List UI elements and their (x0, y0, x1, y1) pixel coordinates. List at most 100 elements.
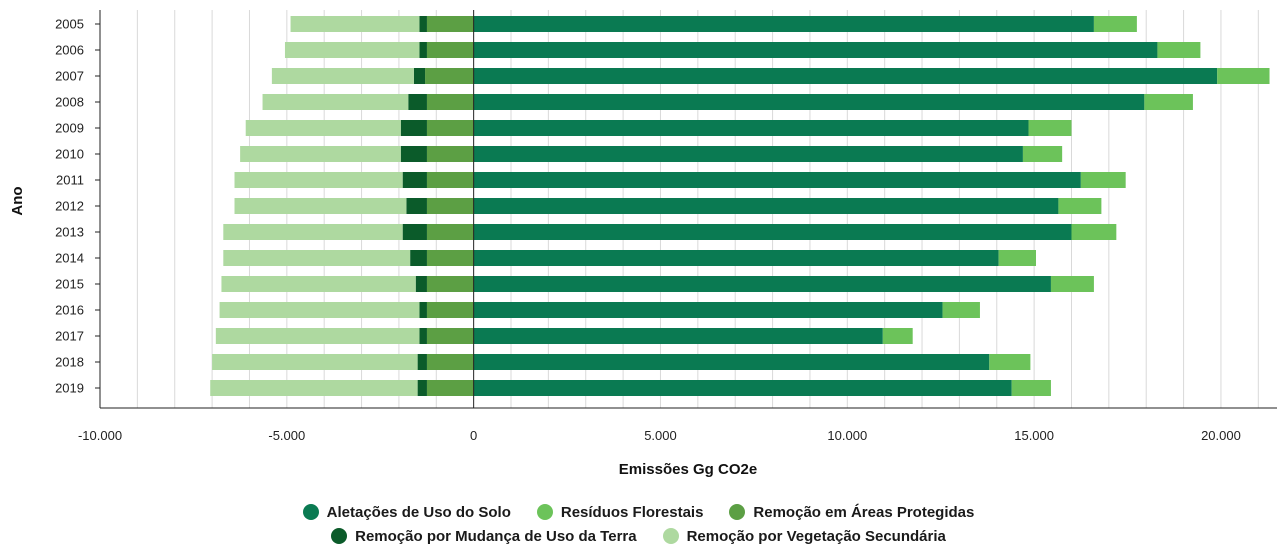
bar-2010-series-4 (240, 146, 401, 162)
bar-2016-series-4 (219, 302, 420, 318)
bar-2010-series-0 (473, 146, 1023, 162)
bar-2019-series-4 (210, 380, 418, 396)
bar-2008-series-4 (262, 94, 409, 110)
bar-2007-series-0 (473, 68, 1218, 84)
bar-2012-series-1 (1058, 198, 1102, 214)
bar-2013-series-2 (426, 224, 474, 240)
legend-label-areas-protegidas: Remoção em Áreas Protegidas (753, 503, 975, 521)
bar-2017-series-3 (419, 328, 427, 344)
bar-2014-series-0 (473, 250, 999, 266)
legend-swatch-aletacoes (302, 504, 319, 520)
bar-2014-series-3 (410, 250, 427, 266)
bar-2013-series-4 (223, 224, 403, 240)
legend-row-1: Aletações de Uso do Solo Resíduos Flores… (0, 500, 1277, 524)
x-tick-label: -10.000 (78, 428, 122, 443)
bar-2015-series-0 (473, 276, 1051, 292)
bars (210, 16, 1270, 396)
bar-2016-series-0 (473, 302, 943, 318)
bar-2007-series-4 (271, 68, 414, 84)
bar-2019-series-0 (473, 380, 1012, 396)
axes (95, 10, 1277, 409)
bar-2011-series-0 (473, 172, 1081, 188)
bar-2008-series-3 (408, 94, 427, 110)
legend-swatch-vegetacao-secundaria (662, 528, 679, 544)
y-tick-label: 2015 (55, 277, 84, 292)
bar-2012-series-0 (473, 198, 1059, 214)
bar-2015-series-4 (221, 276, 416, 292)
bar-2019-series-1 (1011, 380, 1051, 396)
x-tick-label: 5.000 (644, 428, 677, 443)
y-tick-label: 2008 (55, 95, 84, 110)
x-axis-title: Emissões Gg CO2e (619, 461, 757, 478)
bar-2015-series-1 (1050, 276, 1094, 292)
bar-2006-series-4 (284, 42, 420, 58)
bar-2017-series-2 (426, 328, 474, 344)
bar-2012-series-4 (234, 198, 407, 214)
bar-2009-series-1 (1028, 120, 1072, 136)
legend-item-vegetacao-secundaria: Remoção por Vegetação Secundária (662, 527, 946, 545)
legend: Aletações de Uso do Solo Resíduos Flores… (0, 500, 1277, 548)
bar-2005-series-3 (419, 16, 427, 32)
bar-2015-series-2 (426, 276, 474, 292)
x-tick-label: 10.000 (827, 428, 867, 443)
bar-2006-series-3 (419, 42, 427, 58)
bar-2013-series-1 (1071, 224, 1117, 240)
bar-2006-series-2 (426, 42, 474, 58)
bar-2015-series-3 (415, 276, 427, 292)
bar-2007-series-1 (1217, 68, 1270, 84)
x-tick-label: 0 (470, 428, 477, 443)
bar-2009-series-0 (473, 120, 1029, 136)
legend-item-residuos: Resíduos Florestais (536, 503, 704, 521)
legend-item-areas-protegidas: Remoção em Áreas Protegidas (729, 504, 974, 521)
bar-2005-series-0 (473, 16, 1094, 32)
legend-item-aletacoes: Aletações de Uso do Solo (302, 503, 511, 521)
bar-2005-series-2 (426, 16, 474, 32)
y-tick-label: 2013 (55, 225, 84, 240)
y-tick-label: 2005 (55, 17, 84, 32)
bar-2009-series-2 (426, 120, 474, 136)
bar-2018-series-0 (473, 354, 990, 370)
legend-swatch-mudanca-uso (331, 528, 348, 544)
x-tick-label: 20.000 (1201, 428, 1241, 443)
bar-2017-series-4 (215, 328, 420, 344)
bar-2013-series-3 (402, 224, 427, 240)
bar-2019-series-2 (426, 380, 474, 396)
x-tick-label: -5.000 (268, 428, 305, 443)
x-tick-labels: -10.000 -5.000 0 5.000 10.000 15.000 20.000 (78, 428, 1241, 443)
legend-label-residuos: Resíduos Florestais (560, 503, 704, 521)
bar-2014-series-2 (426, 250, 474, 266)
y-tick-labels: 2005 2006 2007 2008 2009 2010 2011 2012 2013 2014… (55, 17, 84, 396)
bar-2007-series-3 (413, 68, 426, 84)
y-tick-label: 2007 (55, 69, 84, 84)
bar-2005-series-1 (1093, 16, 1137, 32)
bar-2017-series-0 (473, 328, 883, 344)
y-axis-title: Ano (9, 186, 26, 215)
bar-2009-series-3 (400, 120, 427, 136)
legend-label-vegetacao-secundaria: Remoção por Vegetação Secundária (686, 527, 946, 545)
bar-2009-series-4 (245, 120, 401, 136)
bar-2012-series-2 (426, 198, 474, 214)
legend-label-aletacoes: Aletações de Uso do Solo (326, 503, 511, 521)
bar-2016-series-3 (419, 302, 427, 318)
bar-2010-series-2 (426, 146, 474, 162)
y-tick-label: 2012 (55, 199, 84, 214)
bar-2018-series-3 (417, 354, 427, 370)
bar-2014-series-1 (998, 250, 1036, 266)
bar-2010-series-3 (400, 146, 427, 162)
bar-2017-series-1 (882, 328, 913, 344)
bar-2008-series-0 (473, 94, 1145, 110)
y-tick-label: 2010 (55, 147, 84, 162)
bar-2010-series-1 (1022, 146, 1063, 162)
bar-2014-series-4 (223, 250, 411, 266)
legend-row-2: Remoção por Mudança de Uso da Terra Remo… (0, 524, 1277, 548)
bar-2006-series-0 (473, 42, 1158, 58)
legend-label-mudanca-uso: Remoção por Mudança de Uso da Terra (355, 527, 637, 545)
y-tick-label: 2009 (55, 121, 84, 136)
x-tick-label: 15.000 (1014, 428, 1054, 443)
bar-2011-series-1 (1080, 172, 1126, 188)
bar-2008-series-1 (1144, 94, 1193, 110)
y-tick-label: 2011 (56, 173, 84, 188)
bar-2016-series-1 (942, 302, 980, 318)
bar-2006-series-1 (1157, 42, 1201, 58)
legend-swatch-residuos (536, 504, 553, 520)
